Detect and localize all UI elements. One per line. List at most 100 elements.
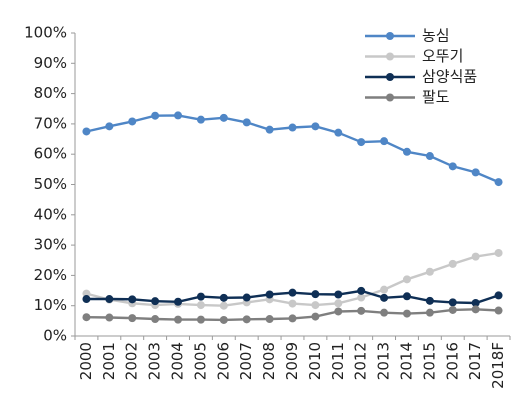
data-point xyxy=(265,315,274,324)
legend-swatch-marker xyxy=(386,93,394,102)
y-tick-label: 40% xyxy=(34,205,67,223)
legend-swatch-marker xyxy=(386,73,394,81)
x-tick-label: 2000 xyxy=(77,342,95,380)
y-tick-label: 20% xyxy=(34,266,67,284)
data-point xyxy=(402,147,411,156)
y-tick-label: 50% xyxy=(34,175,67,193)
data-point xyxy=(448,162,457,171)
x-tick-label: 2017 xyxy=(466,342,484,380)
data-point xyxy=(151,297,160,306)
data-point xyxy=(219,293,228,302)
data-point xyxy=(105,295,114,304)
data-point xyxy=(402,275,411,284)
data-point xyxy=(105,122,114,131)
data-point xyxy=(380,285,389,294)
legend-item: 오뚜기 xyxy=(365,47,463,65)
data-point xyxy=(448,305,457,314)
legend-item: 팔도 xyxy=(365,88,450,106)
y-tick-label: 100% xyxy=(24,24,67,42)
data-point xyxy=(311,301,320,310)
x-tick-label: 2005 xyxy=(191,342,209,380)
data-point xyxy=(128,117,137,126)
legend-swatch-marker xyxy=(386,52,394,61)
data-point xyxy=(357,286,366,295)
data-point xyxy=(219,315,228,324)
data-point xyxy=(151,315,160,324)
y-tick-label: 90% xyxy=(34,54,67,72)
data-point xyxy=(265,290,274,299)
y-tick-label: 0% xyxy=(43,327,67,345)
legend-swatch-marker xyxy=(386,32,394,40)
data-point xyxy=(311,122,320,131)
x-tick-label: 2002 xyxy=(123,342,141,380)
series-팔도 xyxy=(82,305,503,324)
data-point xyxy=(196,315,205,324)
data-point xyxy=(494,291,503,300)
data-point xyxy=(380,137,389,146)
data-point xyxy=(425,267,434,276)
data-point xyxy=(128,295,137,304)
x-tick-label: 2003 xyxy=(146,342,164,380)
x-tick-label: 2006 xyxy=(214,342,232,380)
data-point xyxy=(494,306,503,315)
y-axis-ticks: 0% 10% 20% 30% 40% 50% 60% 70% 80% 90% 100% xyxy=(24,24,75,345)
data-point xyxy=(288,314,297,323)
x-tick-label: 2009 xyxy=(283,342,301,380)
y-tick-label: 80% xyxy=(34,84,67,102)
legend-item: 농심 xyxy=(365,27,450,45)
legend-label: 농심 xyxy=(422,27,450,45)
data-point xyxy=(357,138,366,147)
data-point xyxy=(471,168,480,177)
data-point xyxy=(174,111,183,120)
data-point xyxy=(334,128,343,137)
x-tick-label: 2011 xyxy=(329,342,347,380)
data-point xyxy=(151,111,160,120)
data-point xyxy=(357,306,366,315)
series-line xyxy=(86,251,499,307)
x-tick-label: 2012 xyxy=(352,342,370,380)
data-point xyxy=(196,292,205,301)
legend-label: 삼양식품 xyxy=(422,68,477,86)
data-point xyxy=(128,314,137,323)
legend-label: 팔도 xyxy=(422,88,450,106)
data-point xyxy=(82,295,91,304)
data-point xyxy=(448,259,457,268)
x-axis-ticks: 2000 2001 2002 2003 2004 2005 2006 2007 2008 2009… xyxy=(74,336,511,389)
data-point xyxy=(242,315,251,324)
y-tick-label: 60% xyxy=(34,145,67,163)
data-point xyxy=(402,292,411,301)
data-point xyxy=(494,248,503,257)
data-point xyxy=(471,305,480,314)
x-tick-label: 2004 xyxy=(169,342,187,380)
y-tick-label: 70% xyxy=(34,114,67,132)
series-농심 xyxy=(82,111,503,187)
y-tick-label: 30% xyxy=(34,236,67,254)
y-tick-label: 10% xyxy=(34,296,67,314)
data-point xyxy=(448,298,457,307)
data-point xyxy=(196,301,205,310)
data-point xyxy=(105,313,114,322)
data-point xyxy=(265,125,274,134)
data-point xyxy=(471,298,480,307)
data-point xyxy=(334,299,343,308)
data-point xyxy=(402,309,411,318)
legend-label: 오뚜기 xyxy=(422,47,463,65)
data-point xyxy=(82,127,91,136)
series-삼양식품 xyxy=(82,286,503,307)
data-point xyxy=(196,115,205,124)
data-point xyxy=(425,308,434,317)
x-tick-label: 2014 xyxy=(397,342,415,380)
x-tick-label: 2010 xyxy=(306,342,324,380)
data-point xyxy=(471,252,480,261)
data-point xyxy=(425,296,434,305)
data-point xyxy=(334,290,343,299)
x-tick-label: 2015 xyxy=(420,342,438,380)
data-point xyxy=(288,299,297,308)
data-point xyxy=(494,178,503,187)
data-point xyxy=(219,113,228,122)
x-tick-label: 2001 xyxy=(100,342,118,380)
data-point xyxy=(82,313,91,322)
data-point xyxy=(311,312,320,321)
